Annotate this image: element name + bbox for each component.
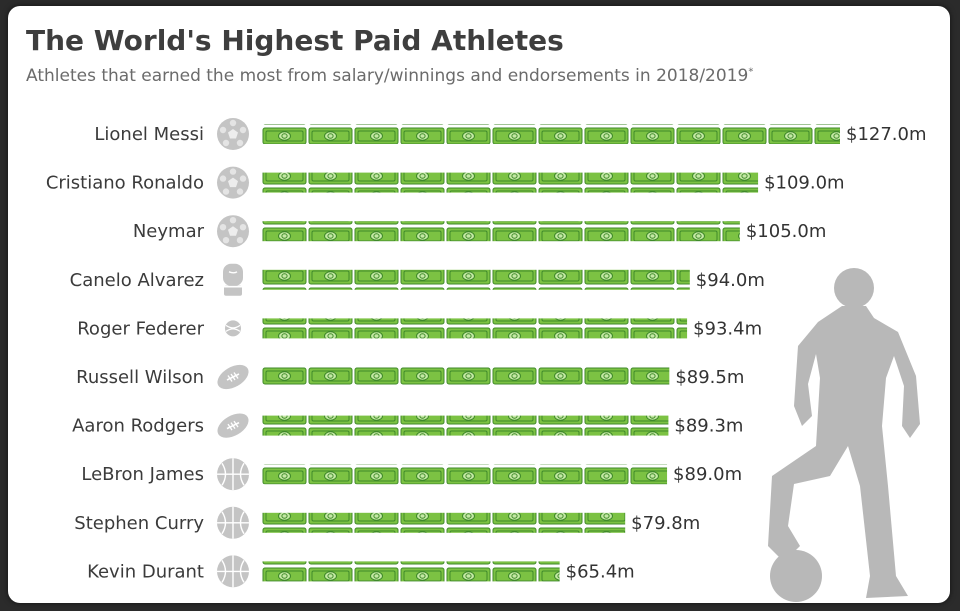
bar bbox=[262, 512, 626, 533]
category-label: Roger Federer bbox=[77, 318, 204, 339]
category-label: LeBron James bbox=[81, 464, 204, 485]
value-label: $105.0m bbox=[746, 221, 827, 242]
chart-row: Lionel Messi $127.0m bbox=[94, 118, 927, 150]
tennis-ball-icon bbox=[225, 320, 241, 337]
chart-row: Neymar $105.0m bbox=[133, 215, 827, 248]
chart-row: Roger Federer $93.4m bbox=[77, 318, 762, 339]
chart-card: The World's Highest Paid Athletes Athlet… bbox=[8, 6, 950, 603]
value-label: $89.3m bbox=[674, 416, 743, 437]
category-label: Neymar bbox=[133, 221, 205, 242]
category-label: Cristiano Ronaldo bbox=[46, 173, 204, 194]
bar bbox=[262, 415, 669, 436]
basketball-icon bbox=[217, 458, 249, 491]
bar bbox=[262, 464, 668, 485]
chart-rows: Lionel Messi $127.0m Cristiano Ronaldo $109… bbox=[46, 118, 927, 588]
category-label: Russell Wilson bbox=[76, 367, 204, 388]
value-label: $65.4m bbox=[566, 561, 635, 582]
bar bbox=[262, 221, 740, 242]
bar bbox=[262, 124, 840, 144]
bar bbox=[262, 172, 759, 193]
value-label: $93.4m bbox=[693, 318, 762, 339]
chart-row: LeBron James $89.0m bbox=[81, 458, 742, 491]
basketball-icon bbox=[217, 555, 249, 588]
soccer-ball-icon bbox=[217, 118, 249, 150]
bar bbox=[262, 561, 560, 582]
value-label: $79.8m bbox=[631, 513, 700, 534]
subtitle-text: Athletes that earned the most from salar… bbox=[26, 66, 749, 86]
value-label: $94.0m bbox=[696, 270, 765, 291]
soccer-ball-icon bbox=[217, 215, 249, 248]
category-label: Canelo Alvarez bbox=[70, 270, 204, 291]
value-label: $127.0m bbox=[846, 124, 927, 145]
subtitle-footnote-mark: * bbox=[748, 66, 754, 78]
category-label: Kevin Durant bbox=[87, 561, 204, 582]
boxing-glove-icon bbox=[223, 263, 243, 296]
soccer-ball-icon bbox=[217, 166, 249, 199]
bar bbox=[262, 367, 670, 387]
american-football-icon bbox=[217, 413, 249, 438]
chart-title: The World's Highest Paid Athletes bbox=[26, 24, 564, 57]
value-label: $109.0m bbox=[764, 173, 845, 194]
chart-subtitle: Athletes that earned the most from salar… bbox=[26, 66, 753, 86]
bar-chart: Lionel Messi $127.0m Cristiano Ronaldo $109… bbox=[46, 118, 927, 602]
category-label: Stephen Curry bbox=[74, 513, 204, 534]
category-label: Aaron Rodgers bbox=[72, 416, 204, 437]
value-label: $89.0m bbox=[673, 464, 742, 485]
american-football-icon bbox=[217, 364, 249, 390]
player-silhouette bbox=[768, 268, 920, 602]
chart-row: Canelo Alvarez $94.0m bbox=[70, 263, 765, 296]
bar bbox=[262, 269, 690, 290]
chart-row: Russell Wilson $89.5m bbox=[76, 364, 744, 390]
value-label: $89.5m bbox=[675, 367, 744, 388]
category-label: Lionel Messi bbox=[94, 124, 204, 145]
basketball-icon bbox=[217, 506, 249, 539]
bar bbox=[262, 318, 688, 339]
chart-row: Stephen Curry $79.8m bbox=[74, 506, 700, 539]
chart-row: Aaron Rodgers $89.3m bbox=[72, 413, 743, 438]
chart-row: Cristiano Ronaldo $109.0m bbox=[46, 166, 845, 199]
chart-row: Kevin Durant $65.4m bbox=[87, 555, 635, 588]
